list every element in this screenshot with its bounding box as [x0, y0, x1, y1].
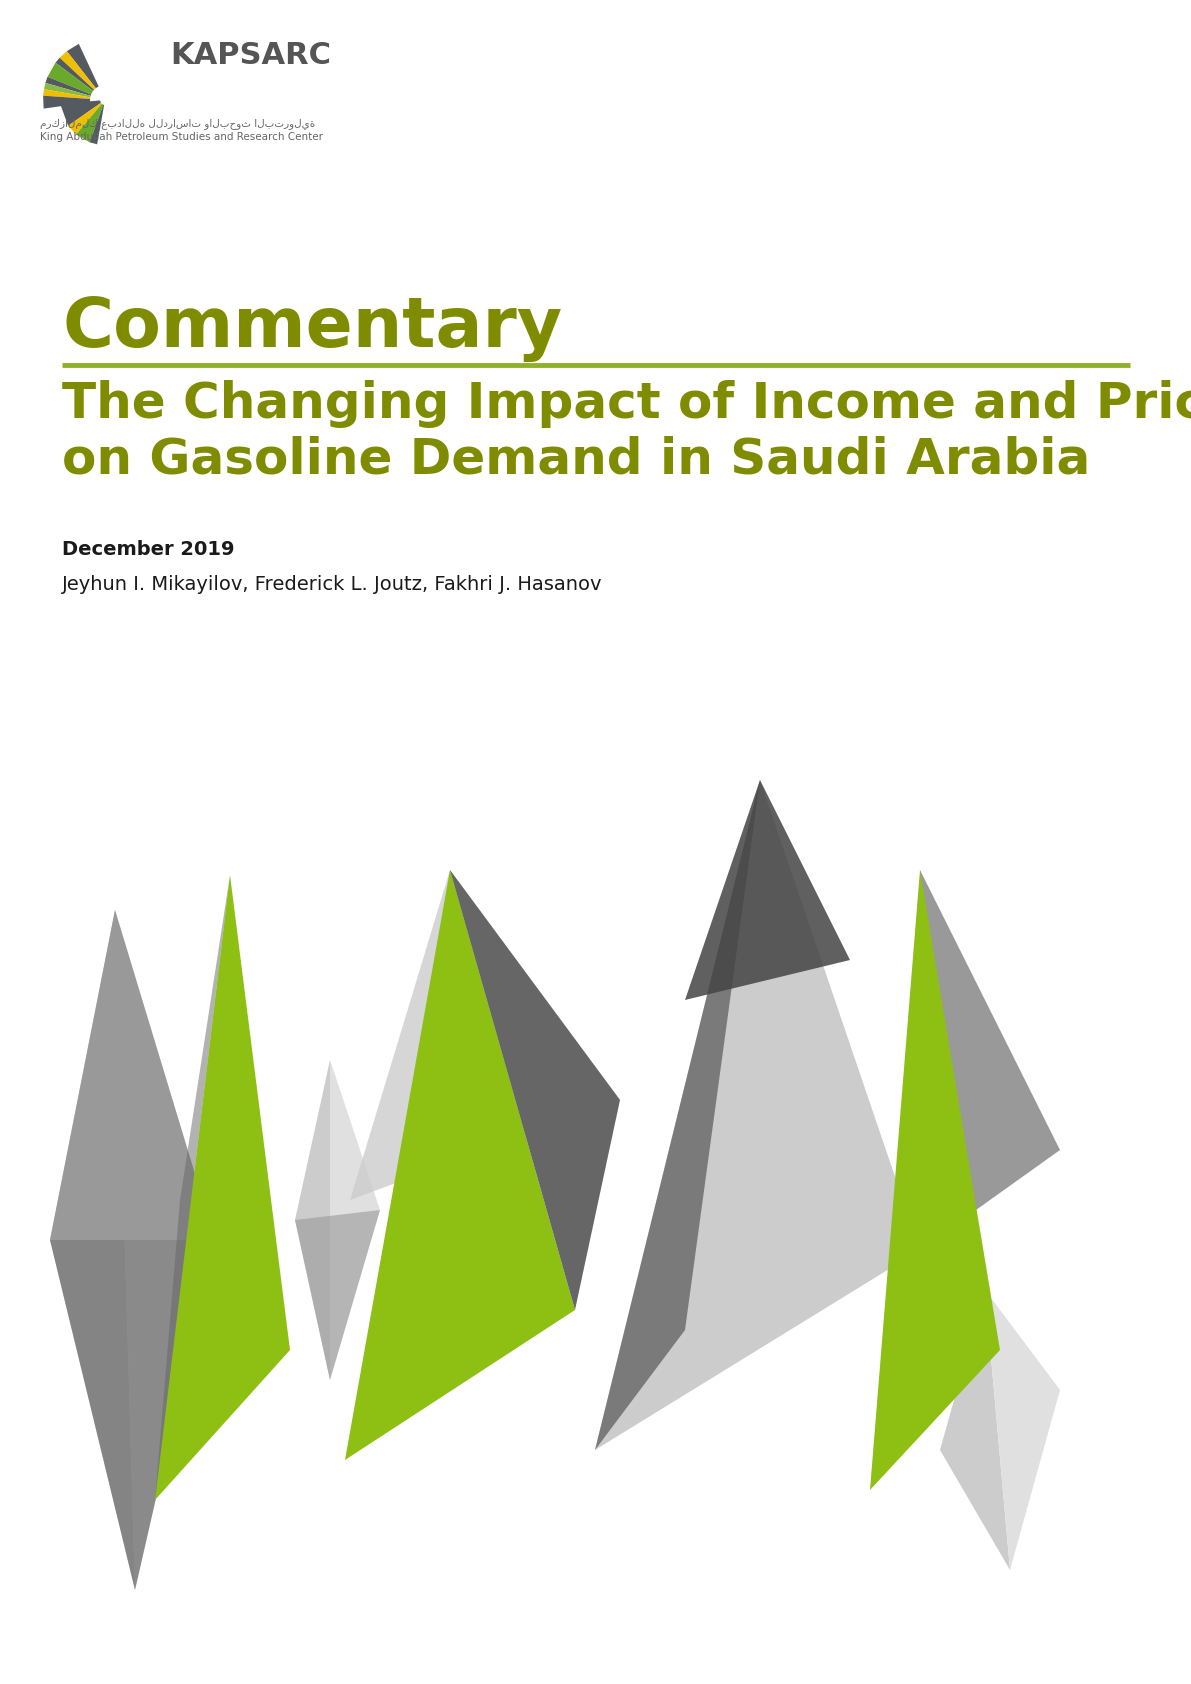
Polygon shape	[89, 104, 104, 145]
Polygon shape	[43, 96, 91, 109]
Polygon shape	[350, 871, 621, 1201]
Polygon shape	[940, 1290, 1010, 1569]
Polygon shape	[48, 62, 93, 94]
Text: on Gasoline Demand in Saudi Arabia: on Gasoline Demand in Saudi Arabia	[62, 434, 1090, 483]
Polygon shape	[295, 1059, 330, 1379]
Polygon shape	[68, 103, 101, 135]
Text: Jeyhun I. Mikayilov, Frederick L. Joutz, Fakhri J. Hasanov: Jeyhun I. Mikayilov, Frederick L. Joutz,…	[62, 574, 603, 594]
Polygon shape	[56, 57, 94, 91]
Polygon shape	[43, 89, 91, 99]
Polygon shape	[67, 44, 99, 88]
Polygon shape	[44, 83, 91, 98]
Polygon shape	[919, 871, 1060, 1250]
Polygon shape	[685, 780, 850, 1000]
Polygon shape	[450, 871, 621, 1310]
Polygon shape	[295, 1211, 380, 1379]
Text: December 2019: December 2019	[62, 541, 235, 559]
Polygon shape	[869, 871, 1000, 1490]
Polygon shape	[985, 1290, 1060, 1569]
Polygon shape	[60, 51, 95, 89]
Polygon shape	[116, 909, 216, 1590]
Polygon shape	[76, 104, 104, 141]
Polygon shape	[345, 871, 575, 1460]
Polygon shape	[596, 780, 919, 1450]
Text: The Changing Impact of Income and Price: The Changing Impact of Income and Price	[62, 381, 1191, 428]
Polygon shape	[596, 780, 760, 1450]
Polygon shape	[330, 1059, 380, 1379]
Text: Commentary: Commentary	[62, 295, 562, 362]
Polygon shape	[155, 876, 230, 1500]
Polygon shape	[50, 909, 135, 1590]
Polygon shape	[50, 909, 216, 1239]
Text: King Abdullah Petroleum Studies and Research Center: King Abdullah Petroleum Studies and Rese…	[40, 131, 323, 141]
Polygon shape	[50, 1239, 216, 1590]
Text: KAPSARC: KAPSARC	[170, 40, 331, 69]
Text: مركزالملك عبدالله للدراسات والبحوث البترولية: مركزالملك عبدالله للدراسات والبحوث البتر…	[40, 118, 316, 130]
Polygon shape	[61, 101, 101, 126]
Polygon shape	[155, 876, 289, 1500]
Polygon shape	[45, 77, 91, 96]
